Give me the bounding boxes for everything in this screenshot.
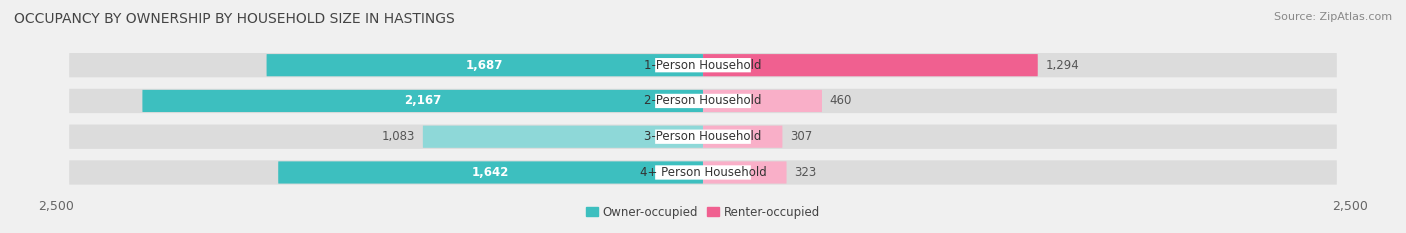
- FancyBboxPatch shape: [69, 160, 1337, 185]
- Text: 1,642: 1,642: [472, 166, 509, 179]
- FancyBboxPatch shape: [655, 58, 751, 72]
- Text: 1,687: 1,687: [467, 59, 503, 72]
- Text: 4+ Person Household: 4+ Person Household: [640, 166, 766, 179]
- Text: 307: 307: [790, 130, 813, 143]
- FancyBboxPatch shape: [69, 125, 1337, 149]
- FancyBboxPatch shape: [655, 130, 751, 144]
- Text: 1-Person Household: 1-Person Household: [644, 59, 762, 72]
- FancyBboxPatch shape: [703, 54, 1038, 76]
- Text: Source: ZipAtlas.com: Source: ZipAtlas.com: [1274, 12, 1392, 22]
- Text: OCCUPANCY BY OWNERSHIP BY HOUSEHOLD SIZE IN HASTINGS: OCCUPANCY BY OWNERSHIP BY HOUSEHOLD SIZE…: [14, 12, 454, 26]
- FancyBboxPatch shape: [655, 94, 751, 108]
- FancyBboxPatch shape: [703, 161, 786, 184]
- Text: 1,083: 1,083: [381, 130, 415, 143]
- Text: 1,294: 1,294: [1046, 59, 1080, 72]
- Text: 460: 460: [830, 94, 852, 107]
- FancyBboxPatch shape: [267, 54, 703, 76]
- FancyBboxPatch shape: [703, 126, 782, 148]
- FancyBboxPatch shape: [69, 53, 1337, 77]
- FancyBboxPatch shape: [69, 89, 1337, 113]
- FancyBboxPatch shape: [142, 90, 703, 112]
- FancyBboxPatch shape: [423, 126, 703, 148]
- Legend: Owner-occupied, Renter-occupied: Owner-occupied, Renter-occupied: [581, 201, 825, 224]
- Text: 323: 323: [794, 166, 817, 179]
- Text: 2-Person Household: 2-Person Household: [644, 94, 762, 107]
- Text: 3-Person Household: 3-Person Household: [644, 130, 762, 143]
- FancyBboxPatch shape: [278, 161, 703, 184]
- Text: 2,167: 2,167: [404, 94, 441, 107]
- FancyBboxPatch shape: [703, 90, 823, 112]
- FancyBboxPatch shape: [655, 165, 751, 180]
